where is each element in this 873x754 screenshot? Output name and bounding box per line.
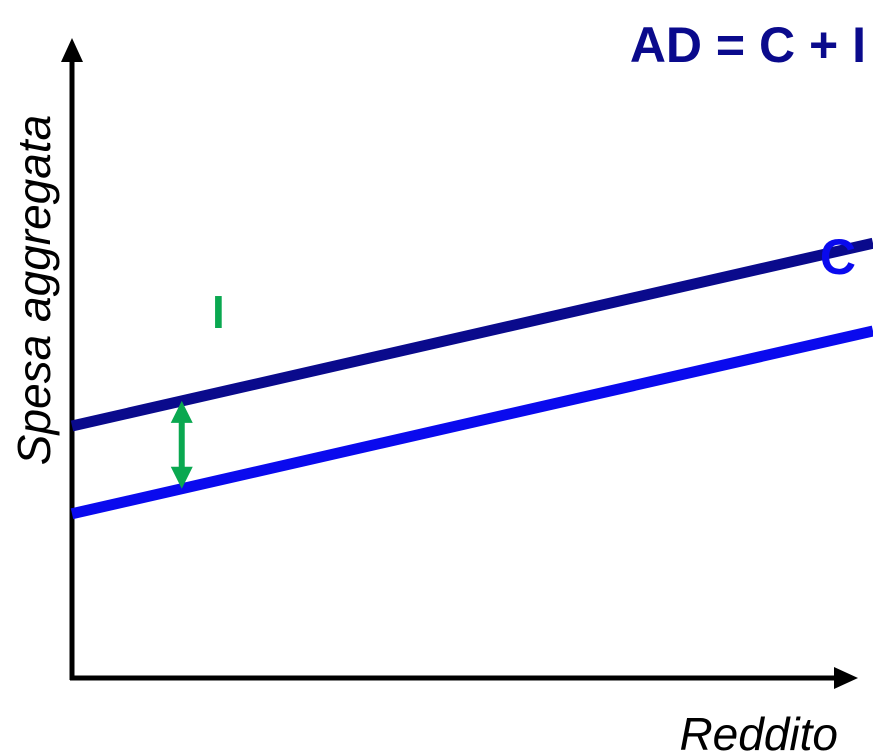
annotation-label-i: I bbox=[212, 286, 225, 338]
annotation-layer bbox=[171, 401, 193, 489]
series-label-ad: AD = C + I bbox=[630, 17, 866, 73]
x-axis-label: Reddito bbox=[679, 708, 838, 754]
series-layer bbox=[72, 243, 873, 514]
series-label-c: C bbox=[820, 229, 856, 285]
y-axis-arrowhead bbox=[61, 38, 83, 62]
x-axis-arrowhead bbox=[834, 667, 858, 689]
y-axis-label: Spesa aggregata bbox=[8, 115, 60, 465]
series-line-ad bbox=[72, 243, 873, 426]
